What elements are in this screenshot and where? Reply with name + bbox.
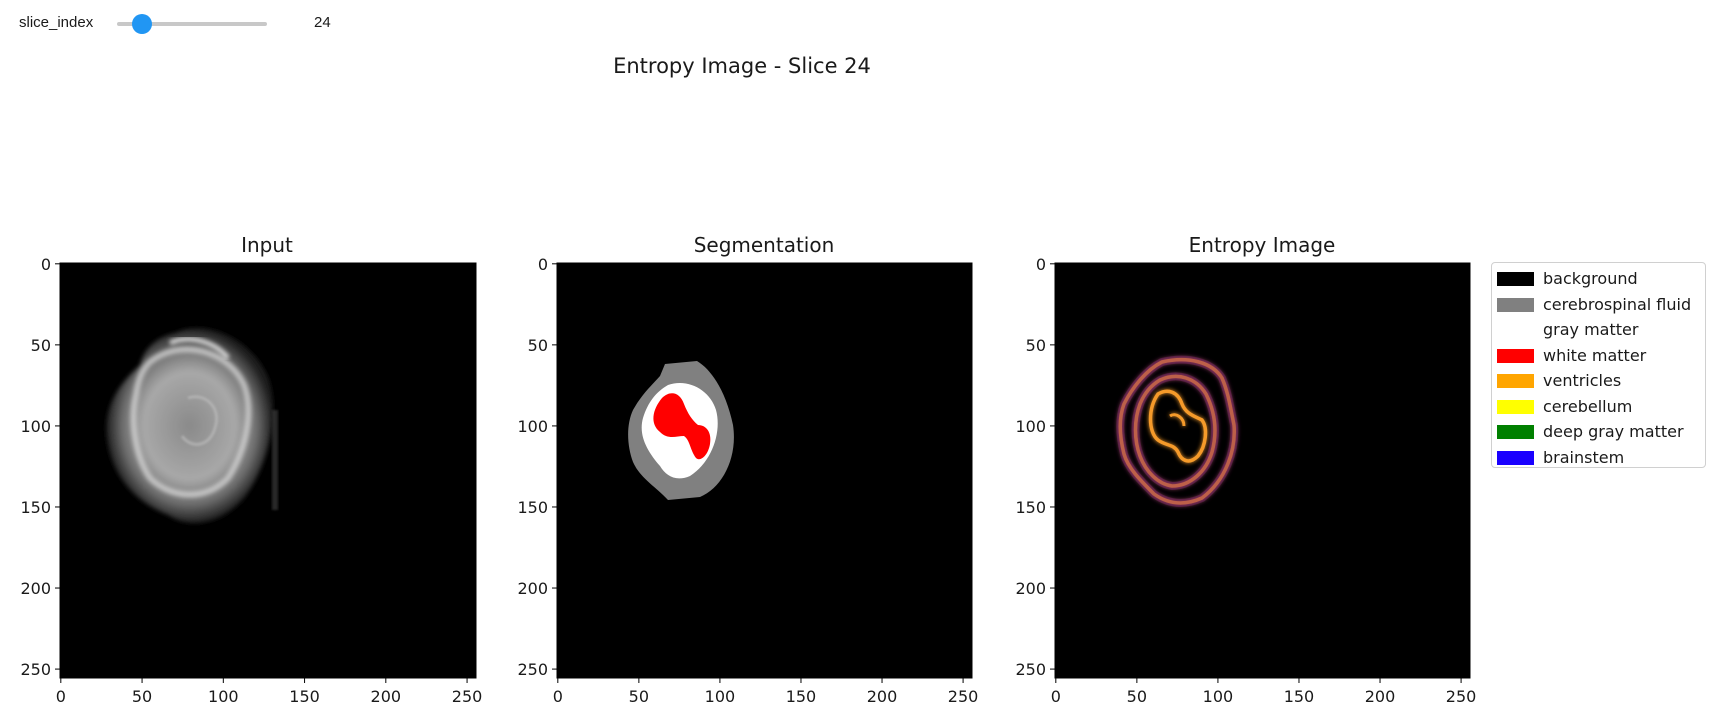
x-tick-label: 0 <box>553 687 563 706</box>
x-tick-label: 50 <box>629 687 649 706</box>
panel-entropy: Entropy Image 0 50 100 150 200 250 0 50 100 150 20… <box>1015 233 1476 706</box>
legend-swatch <box>1497 374 1534 388</box>
x-tick-label: 150 <box>786 687 817 706</box>
x-tick-label: 150 <box>289 687 320 706</box>
x-tick-label: 200 <box>371 687 402 706</box>
y-tick-label: 50 <box>528 336 548 355</box>
y-tick-label: 50 <box>1026 336 1046 355</box>
x-tick-label: 100 <box>1203 687 1234 706</box>
x-tick-label: 100 <box>208 687 239 706</box>
legend-swatch <box>1497 425 1534 439</box>
y-tick-label: 250 <box>20 660 51 679</box>
entropy-image-background <box>1055 263 1470 678</box>
legend-label: deep gray matter <box>1543 422 1684 441</box>
input-brain-image <box>106 327 278 524</box>
axes-frame <box>59 262 477 679</box>
y-tick-label: 100 <box>1015 417 1046 436</box>
y-tick-label: 200 <box>517 579 548 598</box>
slice-index-slider-thumb[interactable] <box>131 14 152 34</box>
x-tick-label: 250 <box>452 687 483 706</box>
y-tick-label: 50 <box>31 336 51 355</box>
legend-swatch <box>1497 399 1534 414</box>
legend-label: cerebellum <box>1543 396 1633 416</box>
legend-item: white matter <box>1492 346 1705 368</box>
slice-index-widget: slice_index 24 <box>0 0 360 48</box>
y-tick-label: 0 <box>538 255 548 274</box>
legend-label: white matter <box>1543 345 1647 365</box>
segmentation-label-map <box>628 361 734 500</box>
legend-swatch <box>1497 297 1534 312</box>
x-tick-label: 200 <box>1365 687 1396 706</box>
entropy-contours <box>1116 355 1239 507</box>
x-tick-label: 100 <box>705 687 736 706</box>
panel-input: Input 0 50 100 150 200 250 0 50 100 150 200 250 <box>20 233 482 706</box>
slider-value-readout: 24 <box>314 14 331 31</box>
legend-label: gray matter <box>1543 320 1639 339</box>
x-tick-label: 200 <box>867 687 898 706</box>
y-tick-label: 150 <box>20 498 51 517</box>
x-tick-label: 50 <box>132 687 152 706</box>
legend-item: deep gray matter <box>1492 422 1705 444</box>
y-tick-label: 100 <box>517 417 548 436</box>
y-tick-label: 200 <box>20 579 51 598</box>
legend-swatch <box>1497 348 1534 363</box>
legend-label: brainstem <box>1543 447 1625 467</box>
legend-label: background <box>1543 269 1638 288</box>
panel-title: Segmentation <box>694 233 835 257</box>
y-tick-label: 0 <box>41 255 51 274</box>
x-tick-label: 0 <box>56 687 66 706</box>
y-tick-label: 150 <box>517 498 548 517</box>
x-tick-label: 50 <box>1127 687 1147 706</box>
panel-segmentation: Segmentation 0 50 100 150 200 250 0 50 100 150 200… <box>517 233 978 706</box>
legend-swatch <box>1497 272 1534 286</box>
y-tick-label: 250 <box>1015 660 1046 679</box>
legend-item: cerebrospinal fluid <box>1492 295 1705 317</box>
x-tick-label: 250 <box>1446 687 1477 706</box>
x-tick-label: 0 <box>1051 687 1061 706</box>
legend-swatch <box>1497 450 1534 465</box>
slice-index-slider-track[interactable] <box>117 22 267 26</box>
y-tick-label: 100 <box>20 417 51 436</box>
legend-item: gray matter <box>1492 320 1705 342</box>
panel-title: Entropy Image <box>1189 233 1336 257</box>
axes-frame <box>556 262 973 679</box>
x-tick-label: 150 <box>1284 687 1315 706</box>
y-tick-label: 200 <box>1015 579 1046 598</box>
slider-label: slice_index <box>19 14 94 31</box>
axes-frame <box>1054 262 1471 679</box>
segmentation-image-background <box>557 263 972 678</box>
legend-label: cerebrospinal fluid <box>1543 294 1692 314</box>
legend-item: background <box>1492 269 1705 291</box>
legend-item: cerebellum <box>1492 397 1705 419</box>
y-tick-label: 0 <box>1036 255 1046 274</box>
y-tick-label: 150 <box>1015 498 1046 517</box>
legend: background cerebrospinal fluid gray matter… <box>1491 262 1706 468</box>
legend-swatch <box>1497 323 1534 337</box>
figure-title: Entropy Image - Slice 24 <box>613 54 871 78</box>
legend-item: ventricles <box>1492 371 1705 393</box>
legend-label: ventricles <box>1543 371 1622 390</box>
panel-title: Input <box>241 233 293 257</box>
y-tick-label: 250 <box>517 660 548 679</box>
x-tick-label: 250 <box>948 687 979 706</box>
legend-item: brainstem <box>1492 448 1705 470</box>
